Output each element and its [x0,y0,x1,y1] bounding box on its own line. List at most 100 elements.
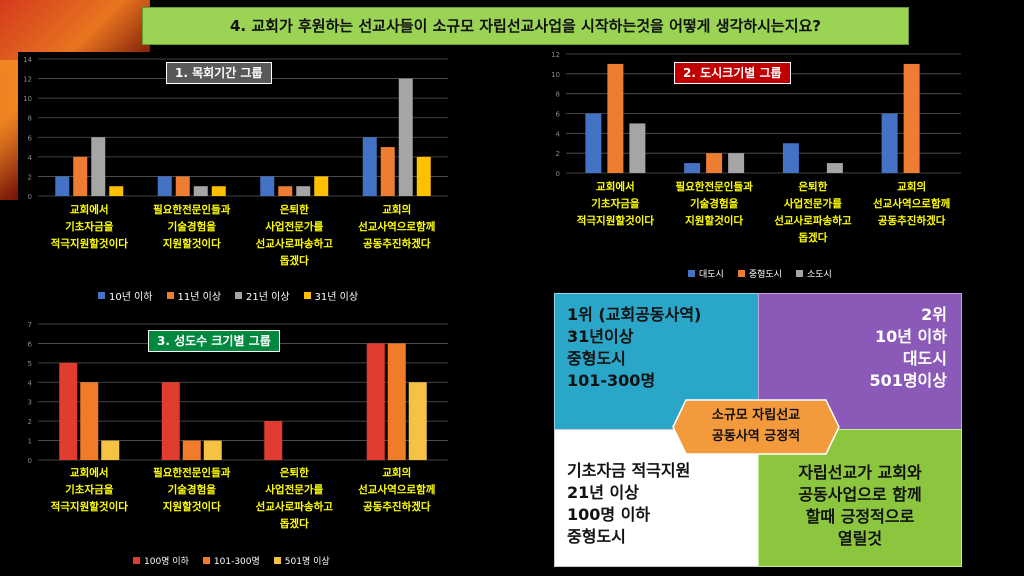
bar [59,362,78,460]
bar [684,163,701,173]
y-tick-label: 2 [28,173,32,181]
y-tick-label: 7 [28,321,32,329]
legend-swatch [795,270,803,277]
legend-item: 10년 이하 [98,288,153,303]
bar [193,186,208,196]
y-tick-label: 6 [556,111,561,119]
summary-top-left-text: 1위 (교회공동사역) 31년이상 중형도시 101-300명 [567,305,702,390]
bar [398,78,413,196]
chart-3-title: 3. 성도수 크기별 그룹 [148,330,280,352]
chart-1-panel: 0 2 4 6 8 10 12 14 1. 목회기간 그룹 교회에서 기초자금을 적극지원할것… [18,52,453,314]
category-label: 교회의 선교사역으로함께 공동추진하겠다 [872,181,951,227]
bar [161,382,180,460]
bar [314,176,329,196]
legend-label: 소도시 [806,270,832,280]
legend-swatch [133,557,140,564]
legend-swatch [273,557,281,564]
y-tick-label: 8 [556,91,560,99]
y-tick-label: 0 [28,193,32,201]
legend-label: 100명 이하 [144,557,189,567]
bar [264,421,283,460]
bar [881,113,898,173]
category-label: 교회에서 기초자금을 적극지원할것이다 [576,181,655,227]
legend-label: 대도시 [699,270,724,280]
legend-item: 대도시 [688,267,724,280]
bar [408,382,427,460]
bar [366,343,385,460]
chart-1-legend: 10년 이하 11년 이상 21년 이상 31년 이상 [98,288,358,303]
bar [706,153,723,173]
bar [80,382,99,460]
chart-2-panel: 0 2 4 6 8 10 12 2. 도시크기별 그룹 교회에서 기초자금을 적극지원할것이… [546,48,966,280]
summary-bottom-left-text: 기초자금 적극지원 21년 이상 100명 이하 중형도시 [567,461,691,546]
chart-3-panel: 0 1 2 3 4 5 6 7 3. 성도수 크기별 그룹 교회에서 기초자금을 적극지원할것… [18,318,453,572]
y-tick-label: 4 [28,379,33,387]
y-tick-label: 12 [551,51,560,59]
legend-item: 11년 이상 [166,288,221,303]
legend-item: 소도시 [795,267,832,280]
legend-swatch [737,270,745,277]
bar [55,176,70,196]
bar [362,137,377,196]
category-label: 은퇴한 사업전문가를 선교사로파송하고 돕겠다 [255,467,333,530]
legend-label: 10년 이하 [109,292,153,303]
center-tag-shape [672,399,840,455]
category-label: 은퇴한 사업전문가를 선교사로파송하고 돕겠다 [255,204,333,267]
legend-swatch [166,292,174,299]
category-label: 필요한전문인들과 기술경험을 지원할것이다 [675,181,753,227]
bar [387,343,406,460]
legend-label: 31년 이상 [314,292,359,303]
legend-item: 중형도시 [737,267,782,280]
chart-1-title: 1. 목회기간 그룹 [166,62,272,84]
y-tick-label: 12 [23,76,32,84]
bar [203,440,222,460]
bar [629,123,646,173]
y-tick-label: 10 [551,71,560,79]
category-label: 교회에서 기초자금을 적극지원할것이다 [50,467,128,513]
y-tick-label: 4 [28,154,33,162]
summary-bottom-right: 자립선교가 교회와 공동사업으로 함께 할때 긍정적으로 열릴것 [758,429,962,567]
bar [296,186,311,196]
bar [278,186,293,196]
category-label: 교회의 선교사역으로함께 공동추진하겠다 [358,204,436,250]
legend-swatch [688,270,695,277]
bar [728,153,745,173]
y-tick-label: 6 [28,340,33,348]
bar [903,63,920,173]
y-tick-label: 0 [556,170,560,178]
bar [91,137,106,196]
legend-swatch [98,292,105,299]
chart-2-title: 2. 도시크기별 그룹 [674,62,791,84]
chart-3-legend: 100명 이하 101-300명 501명 이상 [133,554,330,567]
category-label: 필요한전문인들과 기술경험을 지원할것이다 [153,204,231,250]
y-tick-label: 4 [556,130,561,138]
legend-swatch [235,292,243,299]
y-tick-label: 0 [28,457,32,465]
y-tick-label: 10 [23,95,32,103]
y-tick-label: 2 [556,150,560,158]
summary-bottom-right-text: 자립선교가 교회와 공동사업으로 함께 할때 긍정적으로 열릴것 [798,463,922,548]
chart-3-svg: 0 1 2 3 4 5 6 7 [28,321,448,465]
center-tag-text: 소규모 자립선교 공동사역 긍정적 [711,408,801,444]
category-label: 은퇴한 사업전문가를 선교사로파송하고 돕겠다 [774,181,852,244]
y-tick-label: 6 [28,134,33,142]
legend-swatch [202,557,210,564]
bar [211,186,226,196]
legend-item: 100명 이하 [133,554,189,567]
bar [73,156,88,196]
y-tick-label: 8 [28,115,32,123]
bar [416,156,431,196]
legend-label: 101-300명 [213,557,260,567]
bar [585,113,602,173]
legend-label: 501명 이상 [284,557,330,567]
legend-swatch [303,292,311,299]
legend-item: 501명 이상 [273,554,330,567]
bar [607,63,624,173]
category-label: 교회에서 기초자금을 적극지원할것이다 [50,204,128,250]
y-tick-label: 14 [23,56,32,64]
legend-item: 21년 이상 [235,288,290,303]
chart-2-legend: 대도시 중형도시 소도시 [688,267,832,280]
category-label: 교회의 선교사역으로함께 공동추진하겠다 [358,467,436,513]
bar [175,176,190,196]
slide-title: 4. 교회가 후원하는 선교사들이 소규모 자립선교사업을 시작하는것을 어떻게… [142,7,909,45]
